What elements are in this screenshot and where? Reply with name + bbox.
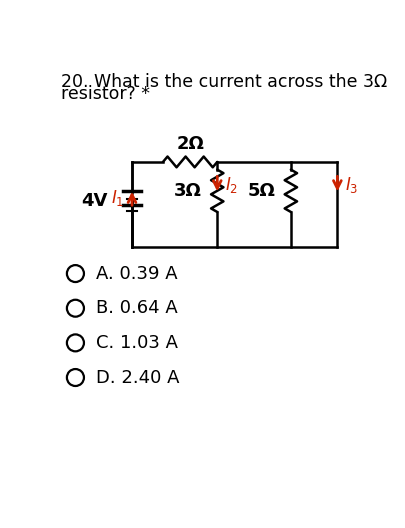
Text: 20. What is the current across the 3Ω: 20. What is the current across the 3Ω [62, 73, 388, 91]
Text: 4V: 4V [81, 192, 107, 210]
Text: resistor? *: resistor? * [62, 85, 151, 103]
Text: D. 2.40 A: D. 2.40 A [96, 369, 179, 386]
Text: B. 0.64 A: B. 0.64 A [96, 299, 177, 317]
Text: C. 1.03 A: C. 1.03 A [96, 334, 177, 352]
Text: 2Ω: 2Ω [176, 135, 204, 153]
Text: 3Ω: 3Ω [174, 182, 202, 200]
Text: $I_2$: $I_2$ [225, 175, 238, 195]
Text: 5Ω: 5Ω [247, 182, 275, 200]
Text: $I_1$: $I_1$ [111, 188, 124, 209]
Text: $I_3$: $I_3$ [345, 175, 358, 195]
Text: A. 0.39 A: A. 0.39 A [96, 265, 177, 282]
